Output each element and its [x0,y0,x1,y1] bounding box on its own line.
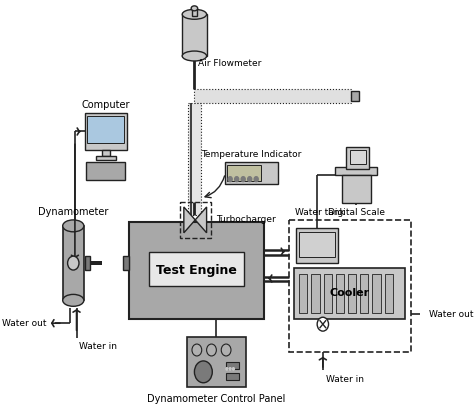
Bar [226,373,239,380]
Bar [289,220,410,352]
Circle shape [229,368,231,370]
Ellipse shape [63,220,84,232]
Bar [87,116,125,144]
Text: Water out: Water out [2,319,46,328]
Circle shape [317,317,328,331]
Text: Water in: Water in [326,375,364,384]
Text: Dynamometer: Dynamometer [38,207,109,217]
Text: Computer: Computer [82,100,130,110]
Text: Cooler: Cooler [329,288,370,299]
Circle shape [228,177,232,182]
Text: Water tank: Water tank [295,209,345,218]
Bar [324,274,332,313]
Bar [187,337,246,387]
Circle shape [221,344,231,356]
Bar [346,147,369,169]
Bar [351,91,359,101]
Bar [227,165,261,181]
Bar [348,274,356,313]
Text: Test Engine: Test Engine [156,264,237,277]
Circle shape [192,344,202,356]
Bar [91,261,102,265]
Bar [384,274,393,313]
Bar [335,167,377,175]
Bar [299,274,308,313]
Circle shape [241,177,245,182]
Text: Water out: Water out [428,310,473,319]
Bar [63,226,84,300]
Bar [294,267,405,319]
Bar [373,274,381,313]
Bar [342,175,371,203]
Bar [192,8,197,16]
Ellipse shape [191,6,198,11]
Bar [299,232,335,256]
Text: Dynamometer Control Panel: Dynamometer Control Panel [147,394,285,404]
Bar [182,14,207,56]
Text: Turbocharger: Turbocharger [216,216,276,225]
Bar [226,362,239,369]
Bar [194,89,351,103]
Bar [296,228,338,263]
Ellipse shape [182,9,207,19]
Bar [85,256,91,270]
Bar [123,256,128,270]
Bar [102,151,110,156]
Circle shape [207,344,216,356]
Circle shape [254,177,258,182]
Ellipse shape [63,294,84,306]
Bar [188,103,201,215]
Ellipse shape [182,51,207,61]
Circle shape [247,177,252,182]
Circle shape [232,368,235,370]
Bar [225,162,278,184]
Bar [311,274,319,313]
Bar [180,202,210,238]
Bar [360,274,368,313]
Bar [350,151,366,164]
Text: Air Flowmeter: Air Flowmeter [199,59,262,68]
Bar [128,222,264,319]
Polygon shape [195,207,207,233]
Text: Temperature Indicator: Temperature Indicator [201,150,302,159]
Circle shape [194,361,212,383]
Bar [336,274,344,313]
Polygon shape [184,207,195,233]
Circle shape [235,177,239,182]
Circle shape [68,256,79,270]
Bar [85,112,127,151]
Bar [96,156,116,160]
Circle shape [226,368,228,370]
Bar [86,162,125,180]
Text: Digital Scale: Digital Scale [328,209,385,218]
Bar [149,252,244,286]
Text: Water in: Water in [79,342,117,351]
